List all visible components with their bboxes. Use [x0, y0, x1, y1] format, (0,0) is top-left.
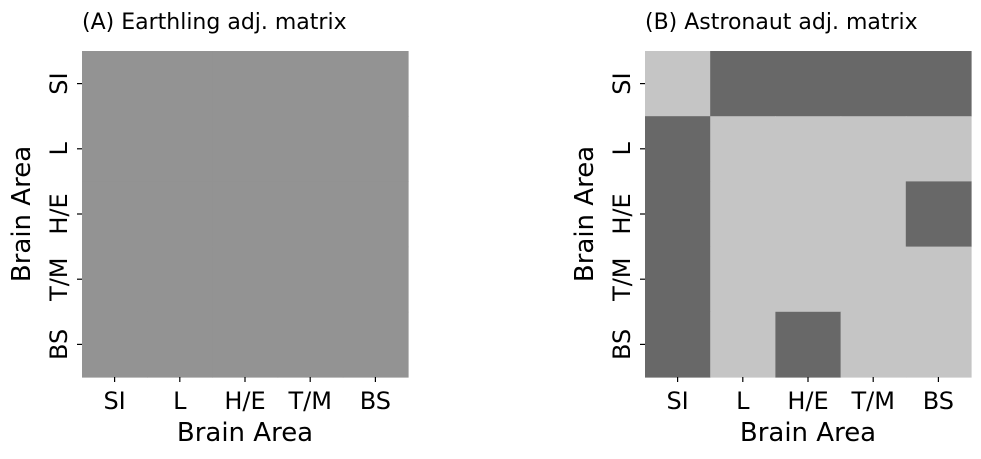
chart-title: (A) Earthling adj. matrix: [82, 10, 347, 35]
heatmap-cell: [82, 311, 148, 378]
heatmap-cell: [840, 246, 907, 313]
heatmap-cell: [775, 116, 842, 182]
heatmap-cell: [840, 116, 907, 182]
heatmap-cell: [277, 181, 344, 248]
heatmap-cell: [775, 51, 842, 117]
heatmap-cell: [840, 311, 907, 378]
y-axis-label: Brain Area: [570, 146, 600, 282]
heatmap-cell: [710, 51, 776, 117]
heatmap-cell: [710, 246, 776, 313]
y-tick-label: H/E: [608, 193, 636, 234]
heatmap-cell: [645, 246, 711, 313]
x-tick-label: T/M: [850, 387, 894, 415]
x-tick-label: L: [173, 387, 187, 415]
heatmap-cell: [147, 246, 213, 313]
x-tick-label: BS: [360, 387, 391, 415]
heatmap-cell: [905, 116, 972, 182]
x-tick-label: SI: [666, 387, 688, 415]
x-tick-label: H/E: [224, 387, 265, 415]
heatmap-cell: [82, 116, 148, 182]
heatmap-cell: [840, 51, 907, 117]
y-tick-label: BS: [45, 329, 73, 360]
heatmap-cell: [82, 51, 148, 117]
y-tick-label: H/E: [45, 193, 73, 234]
heatmap-cell: [147, 116, 213, 182]
y-tick-label: T/M: [608, 257, 636, 301]
heatmap-cell: [905, 246, 972, 313]
heatmap-cell: [147, 181, 213, 248]
y-tick-label: BS: [608, 329, 636, 360]
panel-astronaut: (B) Astronaut adj. matrix SI L H/E T/M BS SI L H…: [570, 10, 972, 448]
heatmap-cell: [147, 51, 213, 117]
heatmap-cell: [212, 181, 279, 248]
heatmap-cell: [905, 311, 972, 378]
panel-earthling: (A) Earthling adj. matrix SI L H/E T/M BS SI L H…: [7, 10, 409, 448]
heatmap-cell: [645, 311, 711, 378]
y-axis-label: Brain Area: [7, 146, 37, 282]
heatmap-cell: [147, 311, 213, 378]
y-tick-label: SI: [45, 72, 73, 94]
x-tick-label: H/E: [787, 387, 828, 415]
heatmap-cell: [775, 246, 842, 313]
heatmap-cell: [277, 311, 344, 378]
x-tick-label: BS: [923, 387, 954, 415]
heatmap-cell: [710, 116, 776, 182]
heatmap-cell: [212, 311, 279, 378]
heatmap-cell: [710, 311, 776, 378]
heatmap-cell: [212, 246, 279, 313]
heatmap-cell: [342, 51, 409, 117]
heatmap-cell: [775, 181, 842, 248]
heatmap-cell: [905, 181, 972, 248]
heatmap-cell: [277, 51, 344, 117]
heatmap-cell: [277, 116, 344, 182]
y-tick-label: L: [608, 141, 636, 155]
chart-title: (B) Astronaut adj. matrix: [645, 10, 918, 35]
heatmap-cell: [342, 181, 409, 248]
heatmap-cell: [710, 181, 776, 248]
x-tick-label: SI: [103, 387, 125, 415]
heatmap-cell: [212, 116, 279, 182]
heatmap-cell: [82, 246, 148, 313]
y-tick-label: T/M: [45, 257, 73, 301]
heatmap-cell: [342, 311, 409, 378]
y-tick-label: L: [45, 141, 73, 155]
heatmap-cell: [212, 51, 279, 117]
heatmap-cell: [775, 311, 842, 378]
heatmap-cell: [905, 51, 972, 117]
heatmap-cell: [645, 51, 711, 117]
x-tick-label: L: [736, 387, 750, 415]
heatmap-cell: [277, 246, 344, 313]
x-axis-label: Brain Area: [740, 418, 876, 448]
y-tick-label: SI: [608, 72, 636, 94]
heatmap-cell: [645, 181, 711, 248]
heatmap-cell: [840, 181, 907, 248]
x-axis-label: Brain Area: [177, 418, 313, 448]
heatmap-cell: [82, 181, 148, 248]
heatmap-cell: [342, 116, 409, 182]
x-tick-label: T/M: [287, 387, 331, 415]
heatmap-cell: [645, 116, 711, 182]
heatmap-cell: [342, 246, 409, 313]
